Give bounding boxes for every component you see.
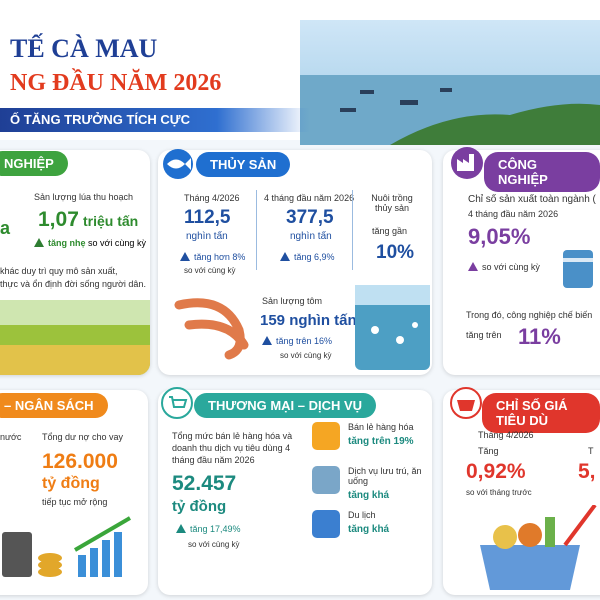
industry-index-label: Chỉ số sản xuất toàn ngành ( bbox=[468, 194, 596, 205]
cpi-second-value: 5, bbox=[578, 460, 596, 483]
processing-value: 11% bbox=[518, 324, 561, 349]
shrimp-compare: so với cùng kỳ bbox=[280, 351, 332, 360]
grocery-image bbox=[480, 505, 597, 590]
fish-april-change-row: tăng hơn 8% bbox=[180, 252, 245, 262]
processing-label: Trong đó, công nghiệp chế biến bbox=[466, 310, 593, 320]
retail-total-unit: tỷ đồng bbox=[172, 498, 227, 515]
agri-note-2: thực và ổn định đời sống người dân. bbox=[0, 279, 146, 289]
rice-unit: triệu tấn bbox=[83, 213, 139, 229]
shrimp-label: Sản lượng tôm bbox=[262, 296, 322, 306]
fish-ytd-unit: nghìn tấn bbox=[290, 231, 332, 242]
fish-icon bbox=[163, 149, 193, 179]
rice-label: Sản lượng lúa thu hoạch bbox=[34, 192, 133, 202]
item-change: tăng khá bbox=[348, 524, 390, 535]
factory-icon bbox=[451, 147, 483, 179]
shrimp-change: tăng trên 16% bbox=[276, 336, 333, 346]
basket-icon bbox=[450, 387, 482, 419]
item-change: tăng trên 19% bbox=[348, 436, 414, 447]
shrimp-value: 159 nghìn tấn bbox=[260, 312, 357, 329]
up-icon bbox=[34, 238, 44, 247]
rice-field bbox=[0, 300, 150, 375]
industry-heading: CÔNG NGHIỆP bbox=[484, 152, 600, 192]
banner: Ố TĂNG TRƯỞNG TÍCH CỰC bbox=[0, 108, 310, 132]
up-icon bbox=[176, 524, 186, 533]
trade-heading: THƯƠNG MẠI – DỊCH VỤ bbox=[194, 393, 377, 418]
industry-compare-row: so với cùng kỳ bbox=[468, 262, 540, 272]
title-line2: NG ĐẦU NĂM 2026 bbox=[10, 70, 222, 96]
header-photo bbox=[300, 20, 600, 145]
fishery-heading: THỦY SẢN bbox=[196, 152, 291, 177]
cpi-monthly-compare: so với tháng trước bbox=[466, 488, 532, 497]
cart-icon bbox=[161, 387, 193, 419]
aqua-label: Nuôi trồng thủy sản bbox=[371, 193, 413, 213]
fish-april-value: 112,5 bbox=[184, 207, 231, 228]
credit-note: tiếp tục mở rộng bbox=[42, 497, 108, 507]
rice-value: 1,07 bbox=[38, 208, 79, 231]
shrimp-image bbox=[174, 298, 249, 360]
trade-panel bbox=[158, 390, 432, 595]
cpi-april-label: Tháng 4/2026 bbox=[478, 430, 534, 440]
finance-heading: – NGÂN SÁCH bbox=[0, 393, 108, 418]
divider bbox=[352, 190, 353, 270]
retail-total-compare: so với cùng kỳ bbox=[188, 540, 240, 549]
agriculture-fragment: a bbox=[0, 218, 11, 238]
item-icon bbox=[312, 466, 340, 494]
agri-note-1: khác duy trì quy mô sản xuất, bbox=[0, 266, 118, 276]
industry-compare: so với cùng kỳ bbox=[482, 262, 540, 272]
fish-ytd-label: 4 tháng đầu năm 2026 bbox=[264, 193, 355, 203]
credit-unit: tỷ đồng bbox=[42, 475, 100, 492]
industry-period: 4 tháng đầu năm 2026 bbox=[468, 209, 559, 219]
rice-compare: so với cùng kỳ bbox=[88, 238, 146, 248]
aqua-change: tăng gần bbox=[372, 226, 408, 236]
up-icon bbox=[262, 336, 272, 345]
finance-image bbox=[2, 516, 132, 577]
title-line1: TẾ CÀ MAU bbox=[10, 34, 158, 63]
pond-image bbox=[355, 285, 430, 370]
cpi-heading: CHỈ SỐ GIÁ TIÊU DÙ bbox=[482, 393, 600, 433]
aqua-value: 10% bbox=[376, 242, 415, 263]
credit-label: Tổng dư nợ cho vay bbox=[42, 432, 123, 442]
agriculture-heading: NGHIỆP bbox=[0, 151, 68, 176]
finance-fragment: nước bbox=[0, 432, 22, 442]
item-change: tăng khá bbox=[348, 490, 390, 501]
item-label: Bán lẻ hàng hóa bbox=[348, 422, 414, 432]
agriculture-panel bbox=[0, 150, 150, 375]
retail-total-value: 52.457 bbox=[172, 472, 237, 495]
fish-april-unit: nghìn tấn bbox=[186, 231, 228, 242]
divider bbox=[256, 190, 257, 270]
fish-april-compare: so với cùng kỳ bbox=[184, 266, 236, 275]
tank-image bbox=[563, 250, 593, 288]
fish-ytd-change-row: tăng 6,9% bbox=[280, 252, 335, 262]
cpi-increase-label: Tăng bbox=[478, 446, 499, 456]
item-icon bbox=[312, 510, 340, 538]
fish-april-label: Tháng 4/2026 bbox=[184, 193, 240, 203]
fish-ytd-change: tăng 6,9% bbox=[294, 252, 335, 262]
rice-change: tăng nhẹ bbox=[48, 238, 86, 248]
industry-index-value: 9,05% bbox=[468, 224, 531, 249]
credit-value: 126.000 bbox=[42, 450, 118, 473]
up-icon bbox=[468, 262, 478, 271]
up-icon bbox=[280, 252, 290, 261]
cpi-monthly-value: 0,92% bbox=[466, 460, 526, 483]
shrimp-change-row: tăng trên 16% bbox=[262, 336, 332, 346]
retail-change-row: tăng 17,49% bbox=[176, 524, 241, 534]
retail-total-label: Tổng mức bán lẻ hàng hóa và doanh thu dị… bbox=[172, 431, 293, 465]
item-icon bbox=[312, 422, 340, 450]
item-label: Du lịch bbox=[348, 510, 376, 520]
processing-change: tăng trên bbox=[466, 330, 502, 340]
item-label: Dịch vụ lưu trú, ăn uống bbox=[348, 466, 422, 486]
up-icon bbox=[180, 252, 190, 261]
retail-total-change: tăng 17,49% bbox=[190, 524, 241, 534]
cpi-second-label: T bbox=[588, 446, 594, 456]
rice-change-row: tăng nhẹ so với cùng kỳ bbox=[34, 238, 146, 248]
fish-april-change: tăng hơn 8% bbox=[194, 252, 246, 262]
fish-ytd-value: 377,5 bbox=[286, 207, 334, 228]
